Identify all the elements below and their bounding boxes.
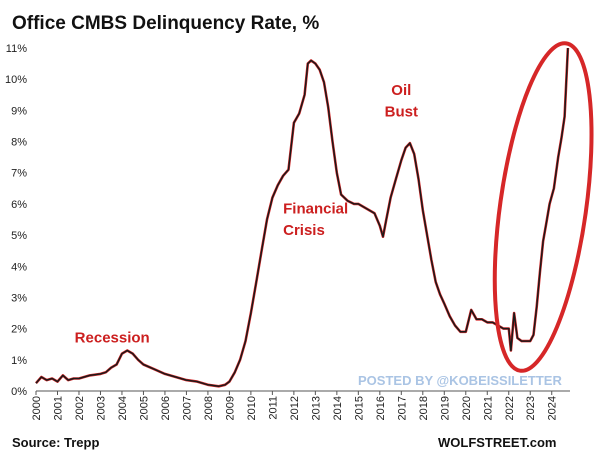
annotation-label: Financial [283, 200, 348, 217]
y-tick-label: 7% [11, 168, 27, 180]
chart-title: Office CMBS Delinquency Rate, % [12, 13, 319, 34]
y-tick-label: 6% [11, 199, 27, 211]
x-tick-label: 2008 [203, 396, 215, 420]
series-layer [35, 47, 570, 388]
x-axis: 2000 2001 2002 2003 2004 2005 2006 2007 2008 2009… [31, 391, 559, 420]
x-tick-label: 2004 [117, 396, 129, 420]
y-tick-label: 1% [11, 355, 27, 367]
x-tick-label: 2018 [418, 396, 430, 420]
annotation-label: Oil [391, 82, 411, 99]
x-tick-label: 2010 [246, 396, 258, 420]
x-tick-label: 2009 [224, 396, 236, 420]
annotation-layer: Recession Financial Crisis Oil Bust [75, 82, 418, 347]
x-tick-label: 2001 [52, 396, 64, 420]
y-axis: 0% 1% 2% 3% 4% 5% 6% 7% 8% 9% 10% 11% [5, 43, 27, 398]
ellipse-layer [492, 41, 594, 373]
highlight-ellipse [492, 41, 594, 373]
x-tick-label: 2014 [332, 396, 344, 420]
x-tick-label: 2012 [289, 396, 301, 420]
y-tick-label: 8% [11, 137, 27, 149]
x-tick-label: 2006 [160, 396, 172, 420]
y-tick-label: 10% [5, 74, 27, 86]
x-tick-label: 2005 [138, 396, 150, 420]
x-tick-label: 2007 [181, 396, 193, 420]
x-tick-label: 2016 [375, 396, 387, 420]
credit-label: WOLFSTREET.com [438, 435, 556, 450]
x-tick-label: 2022 [504, 396, 516, 420]
y-tick-label: 11% [6, 43, 27, 55]
x-tick-label: 2017 [396, 396, 408, 420]
x-tick-label: 2019 [439, 396, 451, 420]
source-label: Source: Trepp [12, 435, 99, 450]
annotation-label: Recession [75, 330, 150, 347]
x-tick-label: 2024 [547, 396, 559, 420]
series-line [35, 47, 569, 388]
x-tick-label: 2023 [525, 396, 537, 420]
x-tick-label: 2003 [95, 396, 107, 420]
watermark-text: POSTED BY @KOBEISSILETTER [358, 373, 562, 388]
x-tick-label: 2002 [74, 396, 86, 420]
x-tick-label: 2020 [461, 396, 473, 420]
annotation-label: Crisis [283, 222, 325, 239]
y-tick-label: 3% [11, 292, 27, 304]
x-tick-label: 2015 [353, 396, 365, 420]
y-tick-label: 2% [11, 324, 27, 336]
y-tick-label: 5% [11, 230, 27, 242]
y-tick-label: 0% [11, 386, 27, 398]
y-tick-label: 9% [11, 105, 27, 117]
x-tick-label: 2013 [310, 396, 322, 420]
y-tick-label: 4% [11, 261, 27, 273]
x-tick-label: 2021 [482, 396, 494, 420]
annotation-label: Bust [385, 104, 418, 121]
x-tick-label: 2011 [267, 396, 279, 420]
x-tick-label: 2000 [31, 396, 43, 420]
